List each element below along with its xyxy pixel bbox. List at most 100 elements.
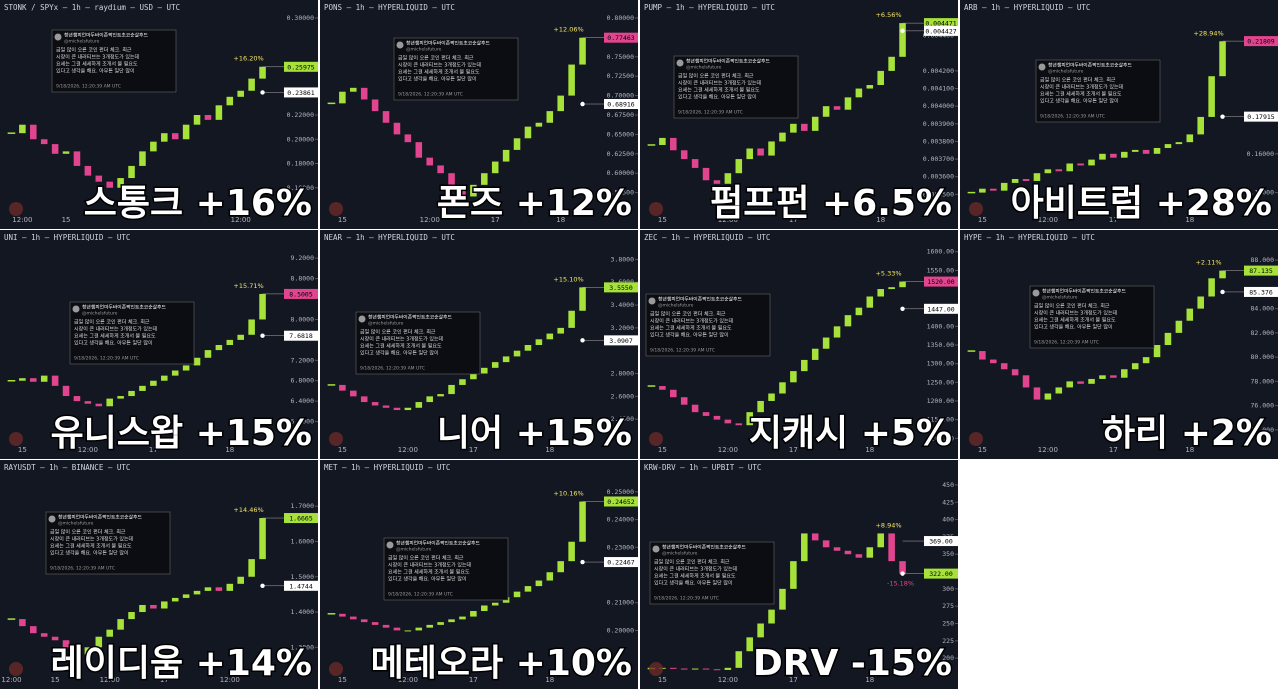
price-tag bbox=[284, 61, 318, 72]
y-tick-label: 0.60000 bbox=[607, 169, 634, 177]
candle bbox=[150, 604, 157, 609]
x-tick-label: 15 bbox=[18, 446, 27, 454]
tweet-line: 있다고 생각을 해요. 아무튼 일단 많이 bbox=[398, 76, 477, 83]
y-tick-label: 0.22000 bbox=[287, 111, 314, 119]
big-label: 스통크 +16% bbox=[84, 183, 312, 224]
tweet-handle: @michelsfuture bbox=[406, 47, 442, 53]
tweet-date: 9/18/2026, 12:20:39 AM UTC bbox=[650, 348, 715, 354]
tweet-avatar bbox=[396, 41, 404, 49]
candle bbox=[1077, 163, 1084, 166]
price-tag-label: 85.376 bbox=[1249, 288, 1273, 296]
price-tag bbox=[924, 303, 958, 314]
candle bbox=[888, 56, 895, 71]
tweet-box bbox=[393, 37, 519, 101]
candle bbox=[757, 400, 764, 413]
candle bbox=[470, 611, 477, 617]
y-tick-label: 74.000 bbox=[1251, 426, 1275, 434]
candle bbox=[139, 604, 146, 613]
tweet-line: 시장이 큰 내러티브는 3개정도가 있는데 bbox=[398, 62, 482, 69]
candle bbox=[215, 105, 223, 120]
tweet-line: 요세는 그걸 세세하게 조개서 볼 필요도 bbox=[678, 87, 760, 94]
change-label: -15.18% bbox=[887, 580, 914, 588]
candle bbox=[691, 159, 699, 168]
candle bbox=[171, 597, 179, 602]
y-tick-label: 80.000 bbox=[1251, 353, 1275, 361]
candle bbox=[833, 547, 841, 551]
candle bbox=[680, 150, 688, 160]
candle bbox=[448, 619, 455, 623]
x-tick-label: 17 bbox=[469, 446, 478, 454]
logo bbox=[329, 662, 343, 676]
y-tick-label: 0.20000 bbox=[607, 626, 634, 634]
y-tick-label: 9.2000 bbox=[291, 254, 315, 262]
y-tick-label: 6.8000 bbox=[291, 377, 315, 385]
tweet-line: 시장이 큰 내러티브는 3개정도가 있는데 bbox=[1034, 310, 1118, 317]
candle bbox=[899, 561, 906, 574]
y-tick-label: 1.3000 bbox=[291, 643, 315, 651]
panel-header: RAYUSDT — 1h — BINANCE — UTC bbox=[4, 463, 130, 472]
price-dot bbox=[580, 101, 585, 107]
candle bbox=[822, 540, 830, 548]
tweet-line: 요세는 그걸 세세하게 조개서 볼 필요도 bbox=[654, 573, 736, 580]
candle bbox=[579, 287, 586, 311]
candle bbox=[84, 165, 92, 176]
tweet-handle: @michelsfuture bbox=[58, 521, 94, 527]
candle bbox=[535, 339, 543, 345]
candle bbox=[899, 23, 906, 57]
y-tick-label: 78.000 bbox=[1251, 377, 1275, 385]
panel-header: PONS — 1h — HYPERLIQUID — UTC bbox=[324, 3, 455, 12]
y-tick-label: 1600.00 bbox=[927, 248, 954, 256]
candle bbox=[350, 87, 357, 92]
price-tag-label: 1.6665 bbox=[289, 515, 313, 523]
candle bbox=[182, 594, 190, 598]
candle bbox=[150, 380, 157, 386]
price-tag bbox=[284, 580, 318, 591]
y-tick-label: 0.003600 bbox=[923, 173, 954, 181]
candle bbox=[161, 375, 168, 381]
tweet-line: 금일 많이 오른 코인 펀더 체크. 최근 bbox=[74, 319, 150, 326]
candle bbox=[491, 602, 499, 606]
candle bbox=[226, 339, 234, 345]
candle bbox=[1121, 369, 1128, 378]
tweet-line: 금일 많이 오른 코인 펀더 체크. 최근 bbox=[678, 73, 754, 80]
panel-header: ZEC — 1h — HYPERLIQUID — UTC bbox=[644, 233, 770, 242]
big-label: 아비트럼 +28% bbox=[1011, 183, 1272, 224]
y-tick-label: 0.16000 bbox=[287, 184, 314, 192]
tweet-line: 시장이 큰 내러티브는 3개정도가 있는데 bbox=[360, 336, 444, 343]
x-tick-label: 17 bbox=[469, 676, 478, 684]
candle bbox=[73, 647, 81, 655]
tweet-date: 9/18/2026, 12:20:39 AM UTC bbox=[50, 566, 115, 572]
candle bbox=[513, 591, 521, 598]
price-tag-label: 1520.00 bbox=[927, 278, 954, 286]
x-tick-label: 12:00 bbox=[231, 216, 251, 224]
tweet-name: 청년챔피언마두바이존팍인트초코순살후드 bbox=[396, 540, 480, 547]
candle bbox=[855, 88, 863, 98]
x-tick-label: 12:00 bbox=[1038, 446, 1058, 454]
tweet-line: 있다고 생각을 해요. 아무튼 일단 많이 bbox=[1040, 98, 1119, 105]
tweet-avatar bbox=[358, 315, 366, 323]
y-tick-label: 2.6000 bbox=[611, 392, 635, 400]
price-tag bbox=[924, 276, 958, 287]
tweet-date: 9/18/2026, 12:20:39 AM UTC bbox=[56, 84, 121, 90]
tweet-name: 청년챔피언마두바이존팍인트초코순살후드 bbox=[406, 40, 490, 47]
change-label: +15.10% bbox=[553, 275, 583, 283]
candle bbox=[84, 401, 92, 404]
x-tick-label: 17 bbox=[149, 446, 158, 454]
candle bbox=[811, 116, 819, 131]
tweet-box bbox=[355, 311, 481, 375]
x-tick-label: 15 bbox=[62, 216, 71, 224]
candle bbox=[724, 667, 732, 670]
panel-background bbox=[0, 460, 318, 689]
panel-header: NEAR — 1h — HYPERLIQUID — UTC bbox=[324, 233, 455, 242]
y-tick-label: 0.004000 bbox=[923, 102, 954, 110]
tweet-date: 9/18/2026, 12:20:39 AM UTC bbox=[1040, 114, 1105, 120]
candle bbox=[393, 407, 401, 411]
x-tick-label: 18 bbox=[1185, 216, 1194, 224]
candle bbox=[360, 619, 368, 623]
candle bbox=[1044, 393, 1052, 400]
candle bbox=[248, 319, 255, 335]
tweet-avatar bbox=[48, 515, 56, 523]
y-tick-label: 8.0000 bbox=[291, 315, 315, 323]
candle bbox=[801, 123, 808, 131]
y-tick-label: 1350.00 bbox=[927, 341, 954, 349]
